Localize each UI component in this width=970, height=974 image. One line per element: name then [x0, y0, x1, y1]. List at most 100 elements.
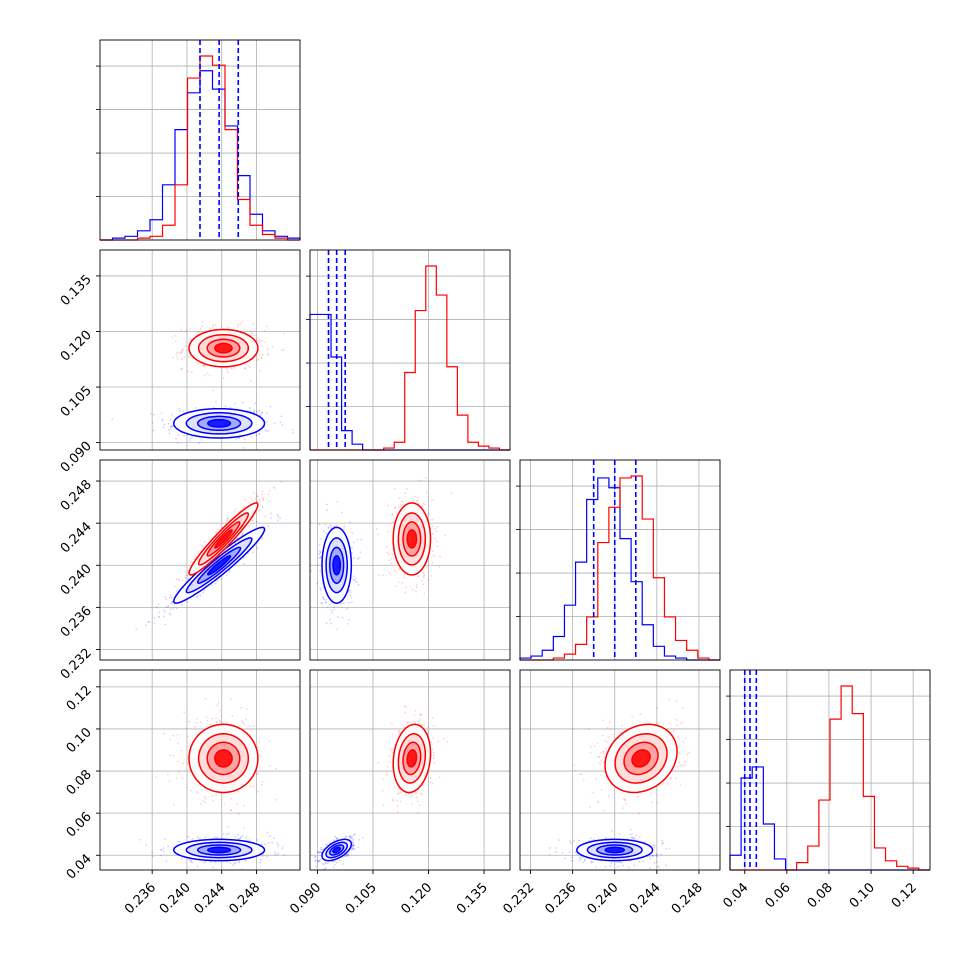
scatter-point — [351, 838, 353, 840]
scatter-point — [158, 611, 160, 613]
scatter-point — [392, 748, 394, 750]
scatter-point — [651, 855, 653, 857]
scatter-point — [333, 609, 335, 611]
scatter-point — [165, 606, 167, 608]
scatter-point — [163, 850, 165, 852]
scatter-point — [392, 751, 394, 753]
scatter-point — [206, 567, 208, 569]
scatter-point — [569, 851, 571, 853]
scatter-point — [319, 860, 321, 862]
scatter-point — [676, 700, 678, 702]
scatter-point — [328, 527, 330, 529]
scatter-point — [402, 724, 404, 726]
scatter-point — [630, 829, 632, 831]
scatter-point — [569, 840, 571, 842]
scatter-point — [269, 501, 271, 503]
scatter-point — [226, 722, 228, 724]
scatter-point — [270, 517, 272, 519]
scatter-point — [584, 860, 586, 862]
scatter-point — [183, 585, 185, 587]
scatter-point — [389, 572, 391, 574]
scatter-point — [623, 807, 625, 809]
scatter-point — [181, 368, 183, 370]
scatter-point — [181, 858, 183, 860]
histogram-panel-p3 — [516, 460, 720, 660]
contour-blue — [605, 847, 624, 852]
scatter-point — [257, 495, 259, 497]
scatter-point — [397, 805, 399, 807]
scatter-point — [388, 554, 390, 556]
scatter-point — [353, 575, 355, 577]
scatter-point — [610, 865, 612, 867]
scatter-point — [419, 718, 421, 720]
scatter-point — [239, 437, 241, 439]
scatter-point — [578, 840, 580, 842]
scatter-point — [556, 847, 558, 849]
scatter-point — [170, 419, 172, 421]
scatter-point — [262, 506, 264, 508]
scatter-point — [439, 776, 441, 778]
scatter-point — [217, 529, 219, 531]
scatter-point — [152, 422, 154, 424]
scatter-point — [252, 551, 254, 553]
scatter-point — [195, 407, 197, 409]
x-tick-label: 0.244 — [192, 880, 229, 917]
scatter-point — [395, 585, 397, 587]
scatter-point — [170, 425, 172, 427]
scatter-point — [325, 524, 327, 526]
scatter-point — [260, 859, 262, 861]
contour-blue — [333, 556, 340, 575]
scatter-point — [259, 342, 261, 344]
scatter-point — [607, 727, 609, 729]
scatter-point — [190, 437, 192, 439]
scatter-point — [684, 764, 686, 766]
scatter-point — [432, 499, 434, 501]
scatter-point — [580, 856, 582, 858]
scatter-point — [409, 721, 411, 723]
scatter-point — [656, 854, 658, 856]
scatter-point — [427, 726, 429, 728]
scatter-point — [422, 583, 424, 585]
y-tick-label: 0.090 — [58, 439, 95, 476]
scatter-point — [629, 834, 631, 836]
scatter-point — [243, 447, 245, 449]
scatter-point — [223, 833, 225, 835]
scatter-point — [153, 430, 155, 432]
scatter-point — [190, 561, 192, 563]
scatter-point — [605, 866, 607, 868]
scatter-point — [154, 617, 156, 619]
scatter-point — [334, 836, 336, 838]
scatter-point — [203, 862, 205, 864]
scatter-point — [337, 628, 339, 630]
scatter-point — [319, 544, 321, 546]
scatter-point — [243, 557, 245, 559]
scatter-point — [256, 547, 258, 549]
scatter-point — [249, 725, 251, 727]
scatter-point — [178, 434, 180, 436]
scatter-point — [325, 532, 327, 534]
y-tick-label: 0.236 — [58, 604, 95, 641]
scatter-point — [392, 521, 394, 523]
scatter-point — [336, 838, 338, 840]
scatter-point — [282, 846, 284, 848]
scatter-point — [169, 739, 171, 741]
scatter-point — [197, 836, 199, 838]
scatter-point — [383, 779, 385, 781]
scatter-point — [347, 853, 349, 855]
scatter-point — [323, 598, 325, 600]
scatter-point — [394, 570, 396, 572]
scatter-point — [174, 335, 176, 337]
scatter-point — [431, 519, 433, 521]
y-tick-label: 0.240 — [58, 561, 95, 598]
scatter-point — [245, 719, 247, 721]
scatter-point — [176, 777, 178, 779]
scatter-point — [240, 707, 242, 709]
scatter-point — [233, 367, 235, 369]
x-tick-label: 0.248 — [226, 880, 263, 917]
scatter-point — [242, 835, 244, 837]
scatter-point — [330, 609, 332, 611]
scatter-point — [378, 574, 380, 576]
scatter-point — [264, 429, 266, 431]
scatter-point — [160, 855, 162, 857]
